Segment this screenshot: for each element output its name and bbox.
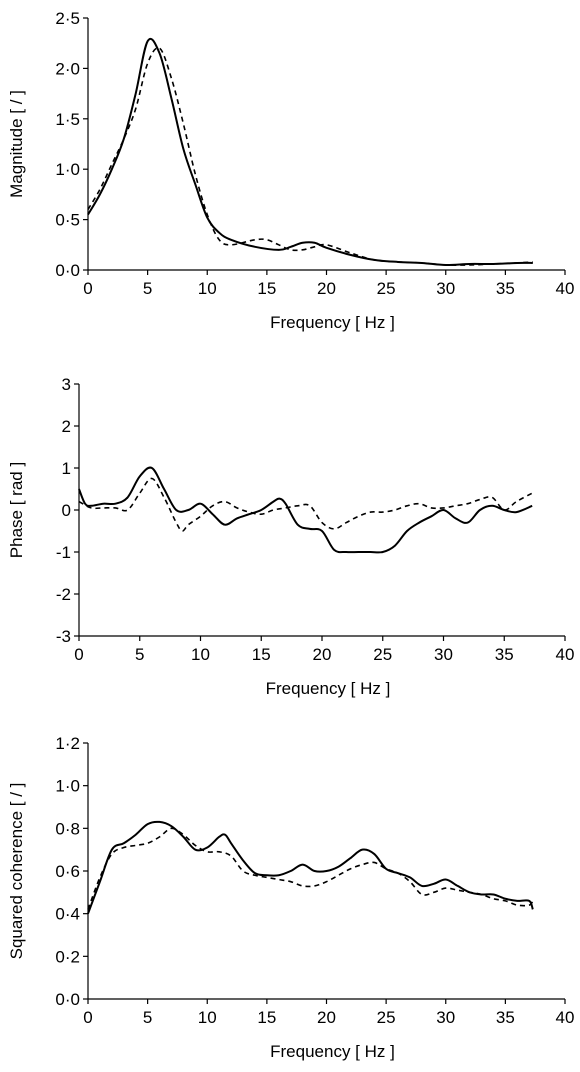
coherence-x-tick-label: 25 — [377, 1008, 396, 1027]
coherence-x-tick-label: 30 — [436, 1008, 455, 1027]
phase-y-tick-label: -2 — [56, 585, 71, 604]
coherence-y-tick-label: 0·4 — [55, 905, 80, 924]
magnitude-series-dashed — [87, 46, 533, 266]
magnitude-x-axis-label: Frequency [ Hz ] — [270, 313, 395, 332]
coherence-y-tick-label: 0·6 — [55, 862, 80, 881]
phase-y-axis-label: Phase [ rad ] — [7, 462, 26, 558]
coherence-x-tick-label: 35 — [496, 1008, 515, 1027]
magnitude-y-tick-label: 2·0 — [55, 59, 80, 78]
magnitude-x-tick-label: 10 — [198, 279, 217, 298]
phase-x-tick-label: 10 — [191, 645, 210, 664]
coherence-y-tick-label: 1·0 — [55, 777, 80, 796]
phase-x-tick-label: 20 — [313, 645, 332, 664]
magnitude-y-tick-label: 2·5 — [55, 9, 80, 28]
magnitude-x-tick-label: 40 — [556, 279, 575, 298]
coherence-y-axis-label: Squared coherence [ / ] — [7, 783, 26, 960]
phase-y-tick-label: -1 — [56, 543, 71, 562]
coherence-chart: 0·0 0·2 0·4 0·6 0·8 1·0 1·2 0 5 10 15 20 25 30 35 40 Fre… — [7, 734, 574, 1061]
coherence-y-tick-label: 0·0 — [55, 990, 80, 1009]
magnitude-y-axis-label: Magnitude [ / ] — [7, 90, 26, 198]
phase-x-tick-label: 25 — [373, 645, 392, 664]
coherence-x-tick-label: 20 — [317, 1008, 336, 1027]
magnitude-x-tick-label: 5 — [143, 279, 152, 298]
magnitude-series-solid — [87, 37, 533, 266]
phase-series-dashed — [78, 477, 533, 532]
phase-x-tick-label: 30 — [434, 645, 453, 664]
coherence-x-tick-label: 10 — [198, 1008, 217, 1027]
magnitude-x-tick-label: 20 — [317, 279, 336, 298]
phase-y-tick-label: -3 — [56, 627, 71, 646]
coherence-x-tick-label: 5 — [143, 1008, 152, 1027]
phase-series-solid — [78, 466, 533, 554]
magnitude-y-tick-label: 0·5 — [55, 211, 80, 230]
phase-x-tick-label: 15 — [252, 645, 271, 664]
coherence-y-tick-label: 1·2 — [55, 734, 80, 753]
coherence-y-tick-label: 0·8 — [55, 819, 80, 838]
phase-x-tick-label: 5 — [135, 645, 144, 664]
phase-y-tick-label: 3 — [62, 375, 71, 394]
coherence-x-tick-label: 0 — [83, 1008, 92, 1027]
magnitude-chart: 0·0 0·5 1·0 1·5 2·0 2·5 0 5 10 15 20 25 30 35 40 Freque… — [7, 9, 574, 332]
magnitude-x-tick-label: 0 — [83, 279, 92, 298]
phase-y-tick-label: 2 — [62, 417, 71, 436]
magnitude-x-tick-label: 35 — [496, 279, 515, 298]
phase-y-tick-label: 1 — [62, 459, 71, 478]
magnitude-y-tick-label: 1·5 — [55, 110, 80, 129]
phase-x-tick-label: 0 — [74, 645, 83, 664]
magnitude-x-tick-label: 25 — [377, 279, 396, 298]
coherence-x-tick-label: 15 — [257, 1008, 276, 1027]
phase-x-tick-label: 35 — [495, 645, 514, 664]
coherence-series-solid — [87, 820, 534, 915]
coherence-x-tick-label: 40 — [556, 1008, 575, 1027]
magnitude-y-tick-label: 0·0 — [55, 261, 80, 280]
magnitude-y-tick-label: 1·0 — [55, 160, 80, 179]
magnitude-x-tick-label: 15 — [257, 279, 276, 298]
coherence-x-axis-label: Frequency [ Hz ] — [270, 1042, 395, 1061]
phase-y-tick-label: 0 — [62, 501, 71, 520]
coherence-y-tick-label: 0·2 — [55, 947, 80, 966]
phase-x-tick-label: 40 — [556, 645, 575, 664]
phase-x-axis-label: Frequency [ Hz ] — [266, 679, 391, 698]
magnitude-x-tick-label: 30 — [436, 279, 455, 298]
